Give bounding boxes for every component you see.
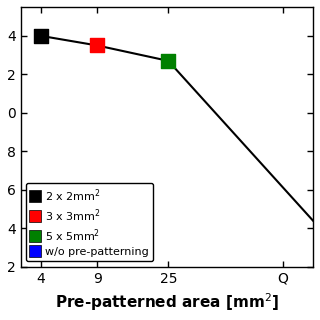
Legend: 2 x 2mm$^2$, 3 x 3mm$^2$, 5 x 5mm$^2$, w/o pre-patterning: 2 x 2mm$^2$, 3 x 3mm$^2$, 5 x 5mm$^2$, w…	[26, 183, 153, 261]
Point	[95, 43, 100, 48]
Point	[38, 33, 43, 38]
X-axis label: Pre-patterned area [mm$^2$]: Pre-patterned area [mm$^2$]	[55, 291, 279, 313]
Point	[166, 58, 171, 63]
